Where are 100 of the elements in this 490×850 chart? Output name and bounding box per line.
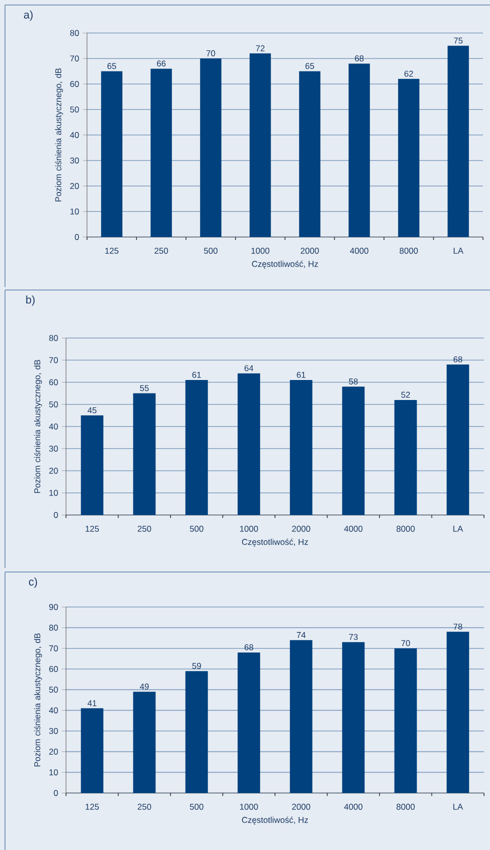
y-tick-label: 50: [70, 106, 79, 112]
bar: [185, 380, 208, 515]
y-tick-label: 80: [70, 30, 79, 36]
data-label: 49: [140, 684, 149, 690]
x-tick-label: 125: [86, 804, 99, 810]
y-tick-label: 40: [49, 424, 58, 430]
x-tick-label: 8000: [396, 804, 415, 810]
bar: [200, 58, 222, 237]
x-tick-label: 8000: [400, 248, 418, 254]
data-label: 52: [401, 392, 410, 398]
y-tick-label: 30: [49, 446, 58, 452]
data-label: 41: [88, 700, 96, 706]
bar: [101, 71, 122, 237]
x-tick-label: 1000: [240, 804, 258, 810]
x-tick-label: 500: [190, 804, 204, 810]
data-label: 45: [88, 407, 96, 414]
y-tick-label: 50: [49, 401, 58, 408]
y-tick-label: 0: [54, 790, 58, 796]
x-tick-label: LA: [453, 804, 464, 810]
x-tick-label: 1000: [251, 248, 270, 254]
y-tick-label: 0: [54, 512, 58, 518]
bar: [133, 692, 156, 793]
y-tick-label: 70: [70, 56, 79, 62]
bar: [448, 46, 469, 237]
x-tick-label: 4000: [344, 804, 362, 810]
chart-title: b): [26, 296, 35, 306]
y-tick-label: 60: [70, 81, 79, 87]
x-tick-label: 500: [190, 526, 204, 532]
data-label: 74: [296, 632, 306, 638]
y-tick-label: 40: [49, 707, 58, 714]
data-label: 70: [206, 50, 216, 56]
x-tick-label: 2000: [292, 804, 310, 810]
data-label: 59: [192, 662, 201, 669]
y-axis-title: Poziom ciśnienia akustycznego, dB: [34, 633, 42, 766]
y-tick-label: 80: [49, 624, 58, 631]
y-tick-label: 0: [74, 234, 79, 240]
y-tick-label: 90: [49, 604, 58, 610]
x-tick-label: 250: [154, 248, 168, 254]
data-label: 58: [349, 378, 358, 384]
x-tick-label: 250: [138, 804, 152, 810]
bar: [80, 708, 104, 793]
data-label: 61: [192, 372, 201, 378]
y-tick-label: 20: [49, 748, 58, 755]
bar: [185, 671, 208, 793]
data-label: 66: [156, 60, 166, 66]
x-tick-label: 2000: [292, 526, 310, 532]
data-label: 73: [349, 634, 358, 640]
bar: [348, 64, 370, 237]
bar: [446, 364, 470, 515]
bar: [238, 373, 260, 515]
bar: [80, 415, 104, 515]
bar: [394, 648, 417, 793]
y-tick-label: 10: [70, 208, 79, 214]
bar: [342, 386, 365, 515]
x-tick-label: 4000: [344, 526, 362, 532]
data-label: 68: [454, 356, 462, 362]
x-tick-label: 125: [86, 526, 99, 532]
x-tick-label: 125: [105, 248, 118, 254]
bar: [150, 68, 172, 237]
chart-title: c): [28, 578, 37, 588]
y-tick-label: 30: [49, 728, 58, 734]
x-tick-label: 500: [204, 248, 218, 254]
x-tick-label: 8000: [396, 526, 415, 532]
y-tick-label: 60: [49, 666, 58, 672]
y-tick-label: 70: [49, 645, 58, 652]
y-tick-label: 80: [49, 335, 58, 341]
data-label: 64: [244, 365, 254, 372]
bar: [446, 632, 470, 793]
x-axis-title: Częstotliwość, Hz: [242, 816, 308, 825]
bar: [342, 642, 365, 793]
y-tick-label: 20: [49, 468, 58, 474]
bar: [290, 380, 312, 515]
y-tick-label: 60: [49, 379, 58, 386]
data-label: 55: [140, 385, 149, 392]
y-tick-label: 30: [70, 158, 79, 164]
data-label: 65: [107, 63, 116, 70]
bar: [250, 53, 271, 237]
data-label: 78: [454, 624, 462, 630]
y-axis-title: Poziom ciśnienia akustycznego, dB: [54, 68, 63, 202]
x-axis-title: Częstotliwość, Hz: [252, 260, 318, 269]
bar: [133, 393, 156, 515]
chart-title: a): [24, 10, 33, 21]
x-tick-label: 250: [138, 526, 152, 532]
x-axis-title: Częstotliwość, Hz: [242, 538, 308, 547]
x-tick-label: LA: [453, 526, 464, 532]
y-tick-label: 50: [49, 686, 58, 693]
bar: [398, 78, 420, 237]
x-tick-label: 4000: [350, 248, 368, 254]
bar: [394, 400, 417, 515]
y-tick-label: 70: [49, 357, 58, 364]
data-label: 62: [404, 70, 414, 77]
y-tick-label: 40: [70, 132, 79, 138]
data-label: 68: [244, 644, 254, 650]
data-label: 72: [256, 45, 265, 52]
y-tick-label: 20: [70, 183, 79, 189]
data-label: 61: [296, 372, 306, 378]
x-tick-label: 1000: [240, 526, 258, 532]
bar: [290, 640, 312, 793]
data-label: 70: [401, 640, 410, 646]
x-tick-label: LA: [454, 248, 464, 254]
